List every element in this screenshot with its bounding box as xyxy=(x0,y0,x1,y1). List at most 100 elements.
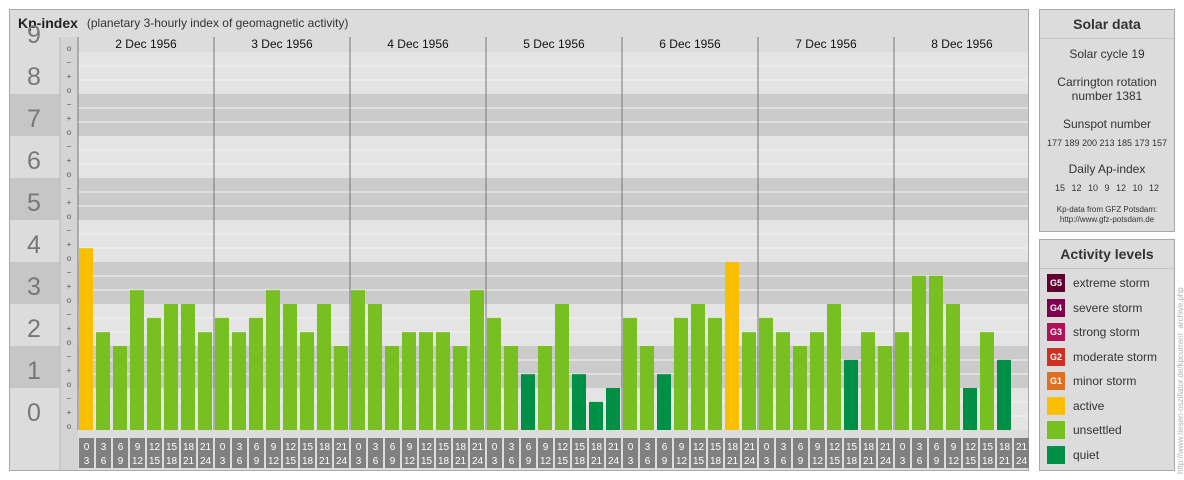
legend-swatch xyxy=(1047,445,1065,464)
minor-scale-mark: o xyxy=(67,44,72,53)
hour-box xyxy=(759,438,774,468)
hour-start-label: 6 xyxy=(526,442,532,453)
hour-start-label: 9 xyxy=(543,442,549,453)
hour-end-label: 15 xyxy=(557,456,569,467)
legend-item: G5 extreme storm xyxy=(1040,271,1174,296)
hour-end-label: 18 xyxy=(710,456,722,467)
hour-end-label: 3 xyxy=(84,456,90,467)
hour-end-label: 15 xyxy=(693,456,705,467)
kp-bar xyxy=(402,332,416,430)
hour-start-label: 3 xyxy=(781,442,787,453)
kp-band xyxy=(78,136,1028,178)
legend-item: G2 moderate storm xyxy=(1040,345,1174,370)
hour-end-label: 12 xyxy=(812,456,824,467)
legend-swatch: G2 xyxy=(1047,347,1065,366)
hour-end-label: 21 xyxy=(999,456,1011,467)
hour-start-label: 12 xyxy=(557,442,569,453)
kp-bar xyxy=(164,304,178,430)
hour-start-label: 18 xyxy=(999,442,1011,453)
hour-box xyxy=(402,438,417,468)
kp-bar xyxy=(691,304,705,430)
kp-bar xyxy=(351,290,365,430)
hour-end-label: 3 xyxy=(764,456,770,467)
kp-bar xyxy=(79,248,93,430)
chart-subtitle: (planetary 3-hourly index of geomagnetic… xyxy=(86,16,349,30)
minor-scale-mark: + xyxy=(67,156,72,165)
hour-box xyxy=(419,438,434,468)
hour-end-label: 3 xyxy=(356,456,362,467)
hour-end-label: 12 xyxy=(676,456,688,467)
hour-box xyxy=(674,438,689,468)
hour-box xyxy=(844,438,859,468)
hour-start-label: 18 xyxy=(727,442,739,453)
kp-bar xyxy=(385,346,399,430)
hour-end-label: 12 xyxy=(404,456,416,467)
kp-bar xyxy=(266,290,280,430)
hour-box xyxy=(198,438,213,468)
hour-start-label: 3 xyxy=(917,442,923,453)
minor-scale-mark: o xyxy=(67,170,72,179)
hour-end-label: 12 xyxy=(268,456,280,467)
kp-bar xyxy=(861,332,875,430)
hour-box xyxy=(436,438,451,468)
hour-box xyxy=(946,438,961,468)
legend-label: quiet xyxy=(1073,447,1100,462)
kp-bar xyxy=(708,317,722,430)
y-axis-band xyxy=(10,430,60,470)
hour-box xyxy=(232,438,247,468)
hour-end-label: 9 xyxy=(934,456,940,467)
kp-bar xyxy=(334,346,348,430)
hour-box xyxy=(351,438,366,468)
hour-start-label: 12 xyxy=(693,442,705,453)
kp-bar xyxy=(555,304,569,430)
hour-end-label: 18 xyxy=(166,456,178,467)
hour-end-label: 12 xyxy=(540,456,552,467)
sunspot-values: 177 189 200 213 185 173 157 xyxy=(1046,138,1168,148)
hour-box xyxy=(521,438,536,468)
legend-item: G4 severe storm xyxy=(1040,296,1174,321)
hour-start-label: 21 xyxy=(200,442,212,453)
kp-band xyxy=(78,178,1028,220)
hour-start-label: 15 xyxy=(574,442,586,453)
y-tick-label: 2 xyxy=(27,315,41,343)
kp-bar xyxy=(453,346,467,430)
chart-title-bar: Kp-index (planetary 3-hourly index of ge… xyxy=(10,10,1028,36)
hour-box xyxy=(130,438,145,468)
minor-scale-mark: o xyxy=(67,212,72,221)
hour-end-label: 18 xyxy=(302,456,314,467)
day-label: 5 Dec 1956 xyxy=(523,37,585,51)
kp-bar xyxy=(725,262,739,430)
kp-bar xyxy=(606,388,620,430)
kp-bar xyxy=(810,332,824,430)
hour-start-label: 6 xyxy=(934,442,940,453)
hour-end-label: 9 xyxy=(118,456,124,467)
hour-start-label: 21 xyxy=(880,442,892,453)
hour-box xyxy=(538,438,553,468)
kp-bar xyxy=(776,332,790,430)
hour-box xyxy=(657,438,672,468)
hour-end-label: 18 xyxy=(574,456,586,467)
hour-end-label: 21 xyxy=(455,456,467,467)
y-tick-label: 9 xyxy=(27,21,41,49)
carrington-rotation-line2: number 1381 xyxy=(1071,89,1143,103)
hour-box xyxy=(929,438,944,468)
hour-box xyxy=(878,438,893,468)
kp-bar xyxy=(827,304,841,430)
hour-start-label: 3 xyxy=(373,442,379,453)
hour-box xyxy=(980,438,995,468)
hour-box xyxy=(1014,438,1029,468)
hour-start-label: 21 xyxy=(1016,442,1028,453)
solar-data-panel: Solar data Solar cycle 19 Carrington rot… xyxy=(1039,9,1175,232)
legend-swatch: G4 xyxy=(1047,298,1065,317)
kp-bar xyxy=(249,317,263,430)
y-axis-band xyxy=(10,178,60,220)
kp-bar xyxy=(793,346,807,430)
minor-scale-mark: − xyxy=(67,352,72,361)
data-source-line2: http://www.gfz-potsdam.de xyxy=(1059,215,1155,224)
hour-box xyxy=(79,438,94,468)
carrington-rotation-line1: Carrington rotation xyxy=(1057,75,1157,89)
y-axis-band xyxy=(10,94,60,136)
hour-box xyxy=(827,438,842,468)
hour-start-label: 21 xyxy=(744,442,756,453)
kp-bar xyxy=(980,332,994,430)
